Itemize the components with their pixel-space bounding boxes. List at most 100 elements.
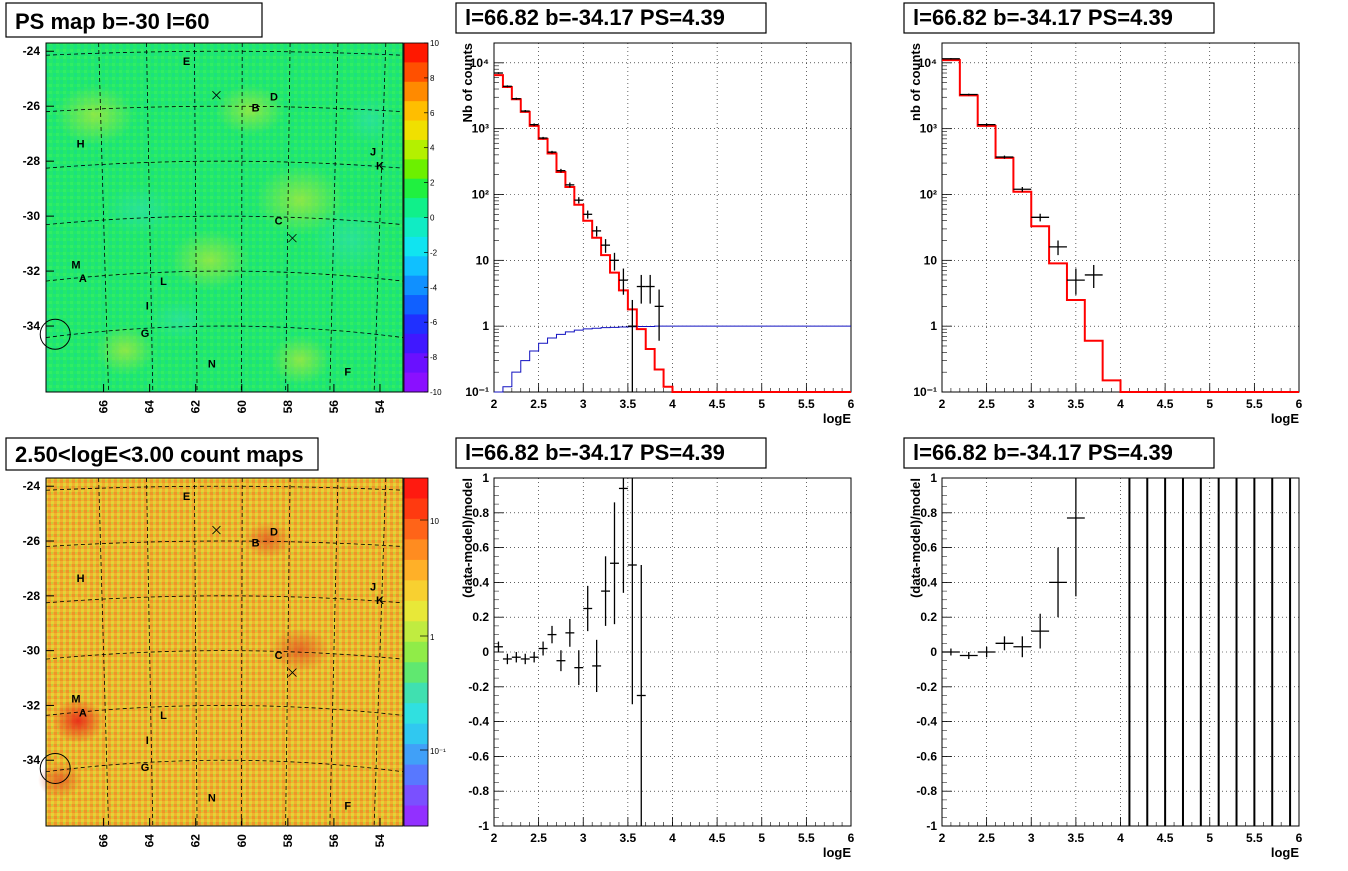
ps-excess-region [215, 85, 285, 135]
spectrum-fine-x-tick-label: 2.5 [530, 397, 547, 411]
ps-selected-source-circle [39, 318, 71, 350]
count-hot-spot-b [244, 522, 292, 558]
ps-palette-cell [404, 101, 428, 122]
spectrum-fine-y-tick-label: 10⁴ [470, 56, 489, 70]
residual-coarse-y-tick-label: -0.8 [916, 784, 937, 798]
ps-palette-cell [404, 256, 428, 277]
count-palette-cell [404, 785, 428, 807]
ps-x-tick-label: 66 [97, 400, 111, 414]
count-palette-cell [404, 559, 428, 581]
ps-meridian-line [329, 42, 339, 393]
spectrum-coarse-x-tick-label: 5.5 [1246, 397, 1263, 411]
count-x-tick-label: 64 [143, 834, 157, 848]
ps-palette-tick-label: 2 [430, 179, 435, 188]
ps-palette-cell [404, 159, 428, 180]
count-palette-cell [404, 662, 428, 684]
ps-meridian-line [146, 42, 154, 393]
count-parallel-line [45, 705, 404, 716]
count-parallel-line [45, 595, 404, 604]
count-hot-spot-a [52, 699, 104, 743]
count-palette-tick-label: 10 [430, 517, 439, 526]
residual-coarse-plot: 2 2.5 3 3.5 4 4.5 5 5.5 6 -1 -0.8 -0.6 -0.4 -0.2 0 0.2 0… [908, 471, 1303, 860]
ps-map-frame [45, 42, 404, 393]
count-meridian-line [329, 477, 339, 827]
count-source-label: D [270, 527, 278, 539]
count-palette-cell [404, 621, 428, 643]
ps-palette-cell [404, 62, 428, 83]
ps-deficit-region [345, 95, 395, 145]
spectrum-fine-y-tick-label: 10² [472, 187, 489, 201]
ps-parallel-line [45, 160, 404, 169]
residual-coarse-x-tick-label: 3.5 [1068, 831, 1085, 845]
ps-x-tick-label: 62 [189, 400, 203, 414]
residual-coarse-x-tick-label: 4.5 [1157, 831, 1174, 845]
count-palette-cell [404, 600, 428, 622]
ps-meridian-line [285, 42, 291, 393]
count-source-label: A [79, 707, 87, 719]
ps-x-tick-label: 54 [373, 400, 387, 414]
ps-palette-tick-label: 10 [430, 39, 439, 48]
count-meridian-line [98, 477, 109, 827]
count-selected-source-circle [39, 752, 71, 784]
spectrum-fine-x-tick-label: 3.5 [620, 397, 637, 411]
ps-map: -24 -26 -28 -30 -32 -34 66 64 62 60 58 56 54 E DB H JK C M… [23, 42, 404, 414]
residual-fine-y-tick-label: 0.4 [472, 575, 489, 589]
ps-deficit-region [105, 185, 175, 235]
spectrum-fine-plot: 2 2.5 3 3.5 4 4.5 5 5.5 6 10⁻¹ 1 10 10² 10³ 10⁴ logE Nb … [460, 42, 855, 426]
ps-y-tick-label: -34 [23, 319, 41, 333]
count-map: -24 -26 -28 -30 -32 -34 66 64 62 60 58 56 54 E DB H JK C M… [23, 477, 404, 848]
residual-fine-x-tick-label: 4.5 [709, 831, 726, 845]
ps-meridian-line [240, 42, 243, 393]
panel-title-5: l=66.82 b=-34.17 PS=4.39 [913, 440, 1173, 465]
count-source-label: B [252, 538, 260, 550]
ps-meridian-line [373, 42, 387, 393]
ps-parallel-line [45, 50, 404, 56]
count-palette-cell [404, 478, 428, 499]
spectrum-coarse-y-tick-label: 10 [924, 253, 938, 267]
count-palette-cell [404, 805, 428, 827]
count-y-tick-label: -30 [23, 644, 41, 658]
residual-fine-y-tick-label: -0.6 [468, 749, 489, 763]
ps-palette-cell [404, 139, 428, 160]
residual-coarse-x-tick-label: 2.5 [978, 831, 995, 845]
residual-coarse-y-tick-label: 0.4 [920, 575, 937, 589]
count-palette-cell [404, 764, 428, 786]
residual-coarse-y-tick-label: -0.2 [916, 680, 937, 694]
ps-palette-tick-label: 0 [430, 214, 435, 223]
count-palette-cell [404, 682, 428, 704]
ps-y-tick-label: -30 [23, 209, 41, 223]
count-y-tick-label: -24 [23, 479, 41, 493]
spectrum-coarse-y-tick-label: 10³ [920, 122, 937, 136]
ps-excess-region [55, 85, 135, 145]
ps-palette-tick-label: 6 [430, 109, 435, 118]
spectrum-fine-model-curve [494, 74, 851, 393]
spectrum-coarse-x-axis-label: logE [1271, 411, 1299, 426]
count-palette-cell [404, 539, 428, 561]
residual-fine-y-tick-label: -0.2 [468, 680, 489, 694]
spectrum-fine-x-tick-label: 2 [491, 397, 498, 411]
spectrum-coarse-x-tick-label: 4.5 [1157, 397, 1174, 411]
residual-fine-y-tick-label: 0.8 [472, 506, 489, 520]
residual-coarse-x-tick-label: 5 [1206, 831, 1213, 845]
count-palette-cell [404, 498, 428, 520]
ps-cross-marker [212, 90, 221, 100]
spectrum-coarse-y-tick-label: 10² [920, 187, 937, 201]
panel-title-4: l=66.82 b=-34.17 PS=4.39 [465, 440, 725, 465]
ps-palette-tick-label: -4 [430, 283, 438, 292]
count-source-label: E [183, 491, 190, 503]
ps-palette-cell [404, 43, 428, 63]
panel-title-5-frame [903, 437, 1215, 469]
ps-palette-cell [404, 295, 428, 315]
ps-parallel-line [45, 270, 404, 282]
ps-palette-tick-label: -6 [430, 318, 438, 327]
ps-y-tick-label: -28 [23, 154, 41, 168]
count-parallel-line [45, 759, 404, 773]
ps-palette-cell [404, 372, 428, 393]
residual-coarse-x-tick-label: 6 [1296, 831, 1303, 845]
ps-palette-tick-label: -8 [430, 353, 438, 362]
ps-excess-region [95, 325, 155, 375]
count-meridian-line [193, 477, 198, 827]
ps-source-label: F [344, 367, 351, 379]
residual-coarse-x-axis-label: logE [1271, 845, 1299, 860]
spectrum-coarse-y-tick-label: 1 [930, 319, 937, 333]
